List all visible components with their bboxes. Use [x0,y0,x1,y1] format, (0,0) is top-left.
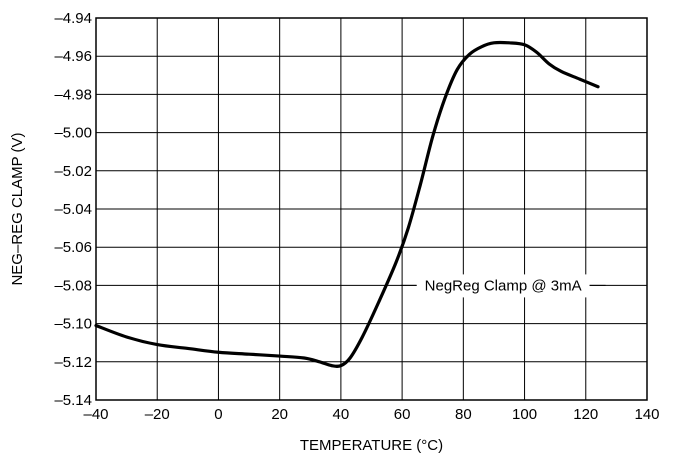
y-axis-title: NEG–REG CLAMP (V) [9,132,26,285]
y-tick-label: –5.00 [54,125,92,142]
y-tick-label: –5.06 [54,239,92,256]
x-tick-label: 20 [271,406,288,423]
y-tick-label: –4.98 [54,86,92,103]
y-tick-label: –5.14 [54,392,92,409]
x-tick-label: 60 [394,406,411,423]
plot-frame [95,17,648,401]
y-tick-labels: –4.94 –4.96 –4.98 –5.00 –5.02 –5.04 –5.06 –5.08… [54,10,92,409]
x-tick-label: 80 [455,406,472,423]
y-tick-label: –5.12 [54,354,92,371]
x-axis-title: TEMPERATURE (°C) [300,437,443,454]
y-tick-label: –5.02 [54,163,92,180]
x-tick-label: 0 [214,406,222,423]
x-tick-label: 120 [573,406,598,423]
y-tick-label: –4.94 [54,10,92,27]
annotation-background [416,274,590,298]
x-tick-labels: –40 –20 0 20 40 60 80 100 120 140 [83,406,659,423]
x-tick-label: 140 [634,406,659,423]
y-tick-label: –5.08 [54,277,92,294]
y-tick-label: –5.04 [54,201,92,218]
x-tick-label: –20 [145,406,170,423]
series-line [94,40,600,368]
grid [96,18,647,400]
y-tick-label: –5.10 [54,316,92,333]
annotation-layer: NegReg Clamp @ 3mA [400,274,606,298]
annotation-label: NegReg Clamp @ 3mA [425,277,582,294]
x-tick-label: 40 [333,406,350,423]
series-layer [94,40,600,368]
y-tick-label: –4.96 [54,48,92,65]
x-tick-label: –40 [83,406,108,423]
x-tick-label: 100 [512,406,537,423]
